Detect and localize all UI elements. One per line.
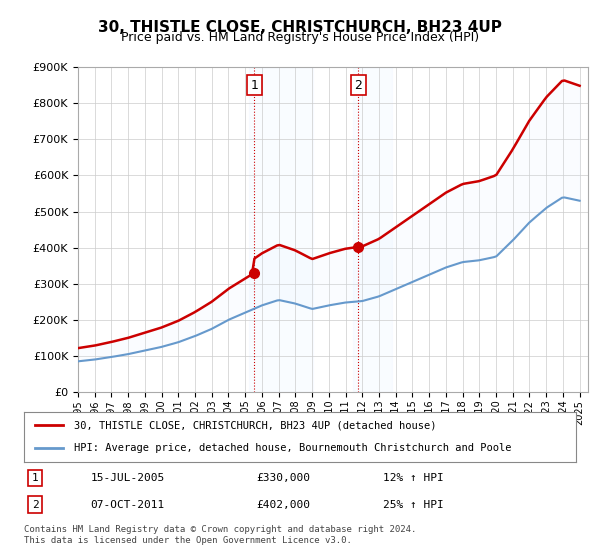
Text: £330,000: £330,000: [256, 473, 310, 483]
Text: 07-OCT-2011: 07-OCT-2011: [90, 500, 164, 510]
Text: 25% ↑ HPI: 25% ↑ HPI: [383, 500, 443, 510]
Text: 30, THISTLE CLOSE, CHRISTCHURCH, BH23 4UP (detached house): 30, THISTLE CLOSE, CHRISTCHURCH, BH23 4U…: [74, 420, 436, 430]
Text: 1: 1: [32, 473, 38, 483]
Text: HPI: Average price, detached house, Bournemouth Christchurch and Poole: HPI: Average price, detached house, Bour…: [74, 444, 511, 454]
Text: Contains HM Land Registry data © Crown copyright and database right 2024.
This d: Contains HM Land Registry data © Crown c…: [24, 525, 416, 545]
Text: £402,000: £402,000: [256, 500, 310, 510]
Text: 15-JUL-2005: 15-JUL-2005: [90, 473, 164, 483]
Bar: [353, 67, 392, 392]
Text: 30, THISTLE CLOSE, CHRISTCHURCH, BH23 4UP: 30, THISTLE CLOSE, CHRISTCHURCH, BH23 4U…: [98, 20, 502, 35]
Text: 2: 2: [355, 79, 362, 92]
Text: 12% ↑ HPI: 12% ↑ HPI: [383, 473, 443, 483]
Text: 1: 1: [250, 79, 258, 92]
Bar: [249, 67, 313, 392]
Text: Price paid vs. HM Land Registry's House Price Index (HPI): Price paid vs. HM Land Registry's House …: [121, 31, 479, 44]
Text: 2: 2: [32, 500, 38, 510]
